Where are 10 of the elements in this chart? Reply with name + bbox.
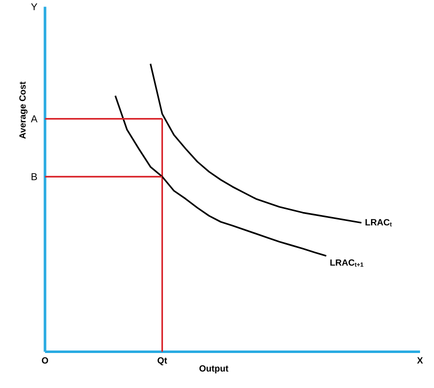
series-label: LRAC$_{t}$ (366, 219, 392, 227)
x-axis-title: Output (199, 365, 228, 374)
y-axis-title: Average Cost (19, 82, 28, 139)
series-label: LRAC$_{t+1}$ (330, 259, 364, 267)
text: A (30, 115, 38, 122)
x-tick-label: X (417, 357, 423, 364)
x-tick-label: Qt (158, 357, 168, 366)
x-tick-label: O (42, 357, 48, 364)
text: Y (31, 3, 38, 10)
text: B (32, 173, 37, 180)
